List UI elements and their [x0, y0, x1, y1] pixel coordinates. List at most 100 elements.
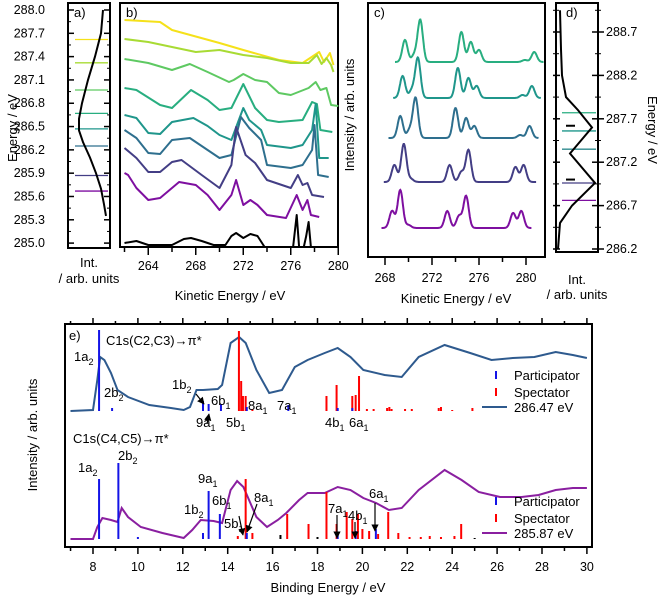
- orbital-label: 1a2: [74, 349, 93, 367]
- panel-d-curve: [557, 10, 597, 250]
- y-tick-label: 286.7: [606, 199, 637, 213]
- y-tick-label: 285.6: [14, 189, 45, 203]
- legend-curve: 285.87 eV: [514, 526, 574, 541]
- simulated-sim-4: [383, 143, 537, 183]
- x-tick-label: 280: [516, 271, 537, 285]
- x-tick-label: 10: [131, 560, 145, 574]
- y-tick-label: 285.9: [14, 166, 45, 180]
- y-tick-label: 288.7: [606, 25, 637, 39]
- orbital-label: 7a1: [328, 501, 347, 519]
- spectrum-trace-7: [123, 126, 325, 198]
- panel-d-label: d): [566, 5, 578, 20]
- simulated-sim-1: [395, 18, 544, 63]
- panel-b-x-ticks: 264 268 272 276 280: [123, 247, 349, 273]
- panel-a-y-ticks: 288.0 287.7 287.4 287.1 286.8 286.5 286.2 285.9…: [14, 3, 110, 250]
- arrow-icon: [238, 515, 246, 536]
- spectrum-trace-5: [124, 103, 329, 159]
- orbital-label: 8a1: [248, 398, 267, 416]
- orbital-label: 5b1: [226, 415, 245, 433]
- x-tick-label: 18: [311, 560, 325, 574]
- y-tick-label: 287.7: [14, 26, 45, 40]
- x-tick-label: 276: [280, 259, 301, 273]
- x-tick-label: 272: [233, 259, 254, 273]
- panel-d-ylabel: Energy / eV: [645, 96, 660, 164]
- spectrum-trace-3: [124, 58, 339, 107]
- x-tick-label: 272: [422, 271, 443, 285]
- legend-spectator: Spectator: [514, 511, 570, 526]
- y-tick-label: 286.8: [14, 96, 45, 110]
- spectrum-trace-1: [124, 19, 335, 66]
- panel-c-frame: [367, 2, 546, 258]
- panel-a-ylabel: Energy / eV: [5, 94, 20, 162]
- simulated-sim-5: [381, 188, 532, 229]
- legend-spectator: Spectator: [514, 385, 570, 400]
- arrow-icon: [204, 413, 212, 425]
- y-tick-label: 287.4: [14, 50, 45, 64]
- orbital-label: 6b1: [211, 393, 230, 411]
- y-tick-label: 288.0: [14, 3, 45, 17]
- panel-b-frame: [119, 2, 339, 248]
- y-tick-label: 286.5: [14, 120, 45, 134]
- orbital-label: 2b2: [118, 448, 137, 466]
- spectrum-trace-6: [123, 116, 329, 178]
- panel-b-label: b): [126, 5, 138, 20]
- x-tick-label: 12: [176, 560, 190, 574]
- panel-b-traces: [123, 19, 339, 248]
- block-2-title: C1s(C4,C5)→π*: [73, 431, 169, 446]
- panel-a-curve: [78, 9, 107, 217]
- orbital-label: 9a1: [196, 415, 215, 433]
- spectrum-trace-4: [124, 83, 333, 133]
- arrow-icon: [195, 393, 205, 405]
- x-tick-label: 280: [328, 259, 349, 273]
- x-tick-label: 276: [469, 271, 490, 285]
- arrow-icon: [245, 503, 258, 533]
- panel-a-frame: [67, 2, 111, 249]
- panel-e-xlabel: Binding Energy / eV: [271, 580, 386, 595]
- simulated-sim-3: [388, 96, 539, 139]
- panel-c-xlabel: Kinetic Energy / eV: [401, 291, 512, 306]
- orbital-label: 4b1: [325, 415, 344, 433]
- y-tick-label: 287.7: [606, 112, 637, 126]
- orbital-label: 9a1: [198, 471, 217, 489]
- block-1-title: C1s(C2,C3)→π*: [106, 333, 202, 348]
- x-tick-label: 30: [580, 560, 594, 574]
- x-tick-label: 8: [90, 560, 97, 574]
- panel-a-label: a): [74, 5, 86, 20]
- x-tick-label: 26: [490, 560, 504, 574]
- spectrum-reference: [124, 214, 339, 248]
- y-tick-label: 288.2: [606, 68, 637, 82]
- panel-e-ylabel: Intensity / arb. units: [25, 378, 40, 491]
- panel-d-y-ticks: 288.7 288.2 287.7 287.2 286.7 286.2: [553, 9, 637, 256]
- x-tick-label: 20: [355, 560, 369, 574]
- panel-d-frame: [555, 2, 599, 253]
- panel-c-x-ticks: 268 272 276 280: [375, 257, 537, 285]
- panel-e-content: 1a2 2b2 1b2 6b1 8a1 7a1 9a1 5b1 4b1 6a1 Participat…: [70, 330, 588, 541]
- panel-e-x-ticks: 8 10 12 14 16 18 20 22 24 26 28 30: [69, 318, 594, 574]
- panel-d-xlabel-line2: / arb. units: [547, 287, 608, 302]
- panel-d: 288.7 288.2 287.7 287.2 286.7 286.2 d) Energy…: [547, 2, 660, 302]
- spectrum-trace-8: [124, 172, 320, 219]
- panel-e-frame: [64, 323, 593, 548]
- panel-a: 288.0 287.7 287.4 287.1 286.8 286.5 286.2 285.9…: [5, 2, 120, 286]
- orbital-label: 7a1: [277, 398, 296, 416]
- y-tick-label: 285.0: [14, 236, 45, 250]
- x-tick-label: 28: [535, 560, 549, 574]
- x-tick-label: 22: [400, 560, 414, 574]
- legend-curve: 286.47 eV: [514, 400, 574, 415]
- spectrum-1: [70, 335, 588, 412]
- orbital-label: 6a1: [369, 486, 388, 504]
- x-tick-label: 268: [185, 259, 206, 273]
- panel-a-xlabel-line2: / arb. units: [59, 271, 120, 286]
- x-tick-label: 24: [445, 560, 459, 574]
- orbital-label: 6a1: [349, 415, 368, 433]
- panel-b-ylabel: Intensity / arb. units: [342, 58, 357, 171]
- y-tick-label: 287.1: [14, 73, 45, 87]
- panel-e-label: e): [69, 328, 81, 343]
- panel-a-xlabel-line1: Int.: [80, 255, 98, 270]
- panel-b-xlabel: Kinetic Energy / eV: [175, 288, 286, 303]
- orbital-label: 1a2: [78, 460, 97, 478]
- legend-participator: Participator: [514, 368, 580, 383]
- orbital-label: 6b1: [212, 493, 231, 511]
- orbital-label: 1b2: [172, 377, 191, 395]
